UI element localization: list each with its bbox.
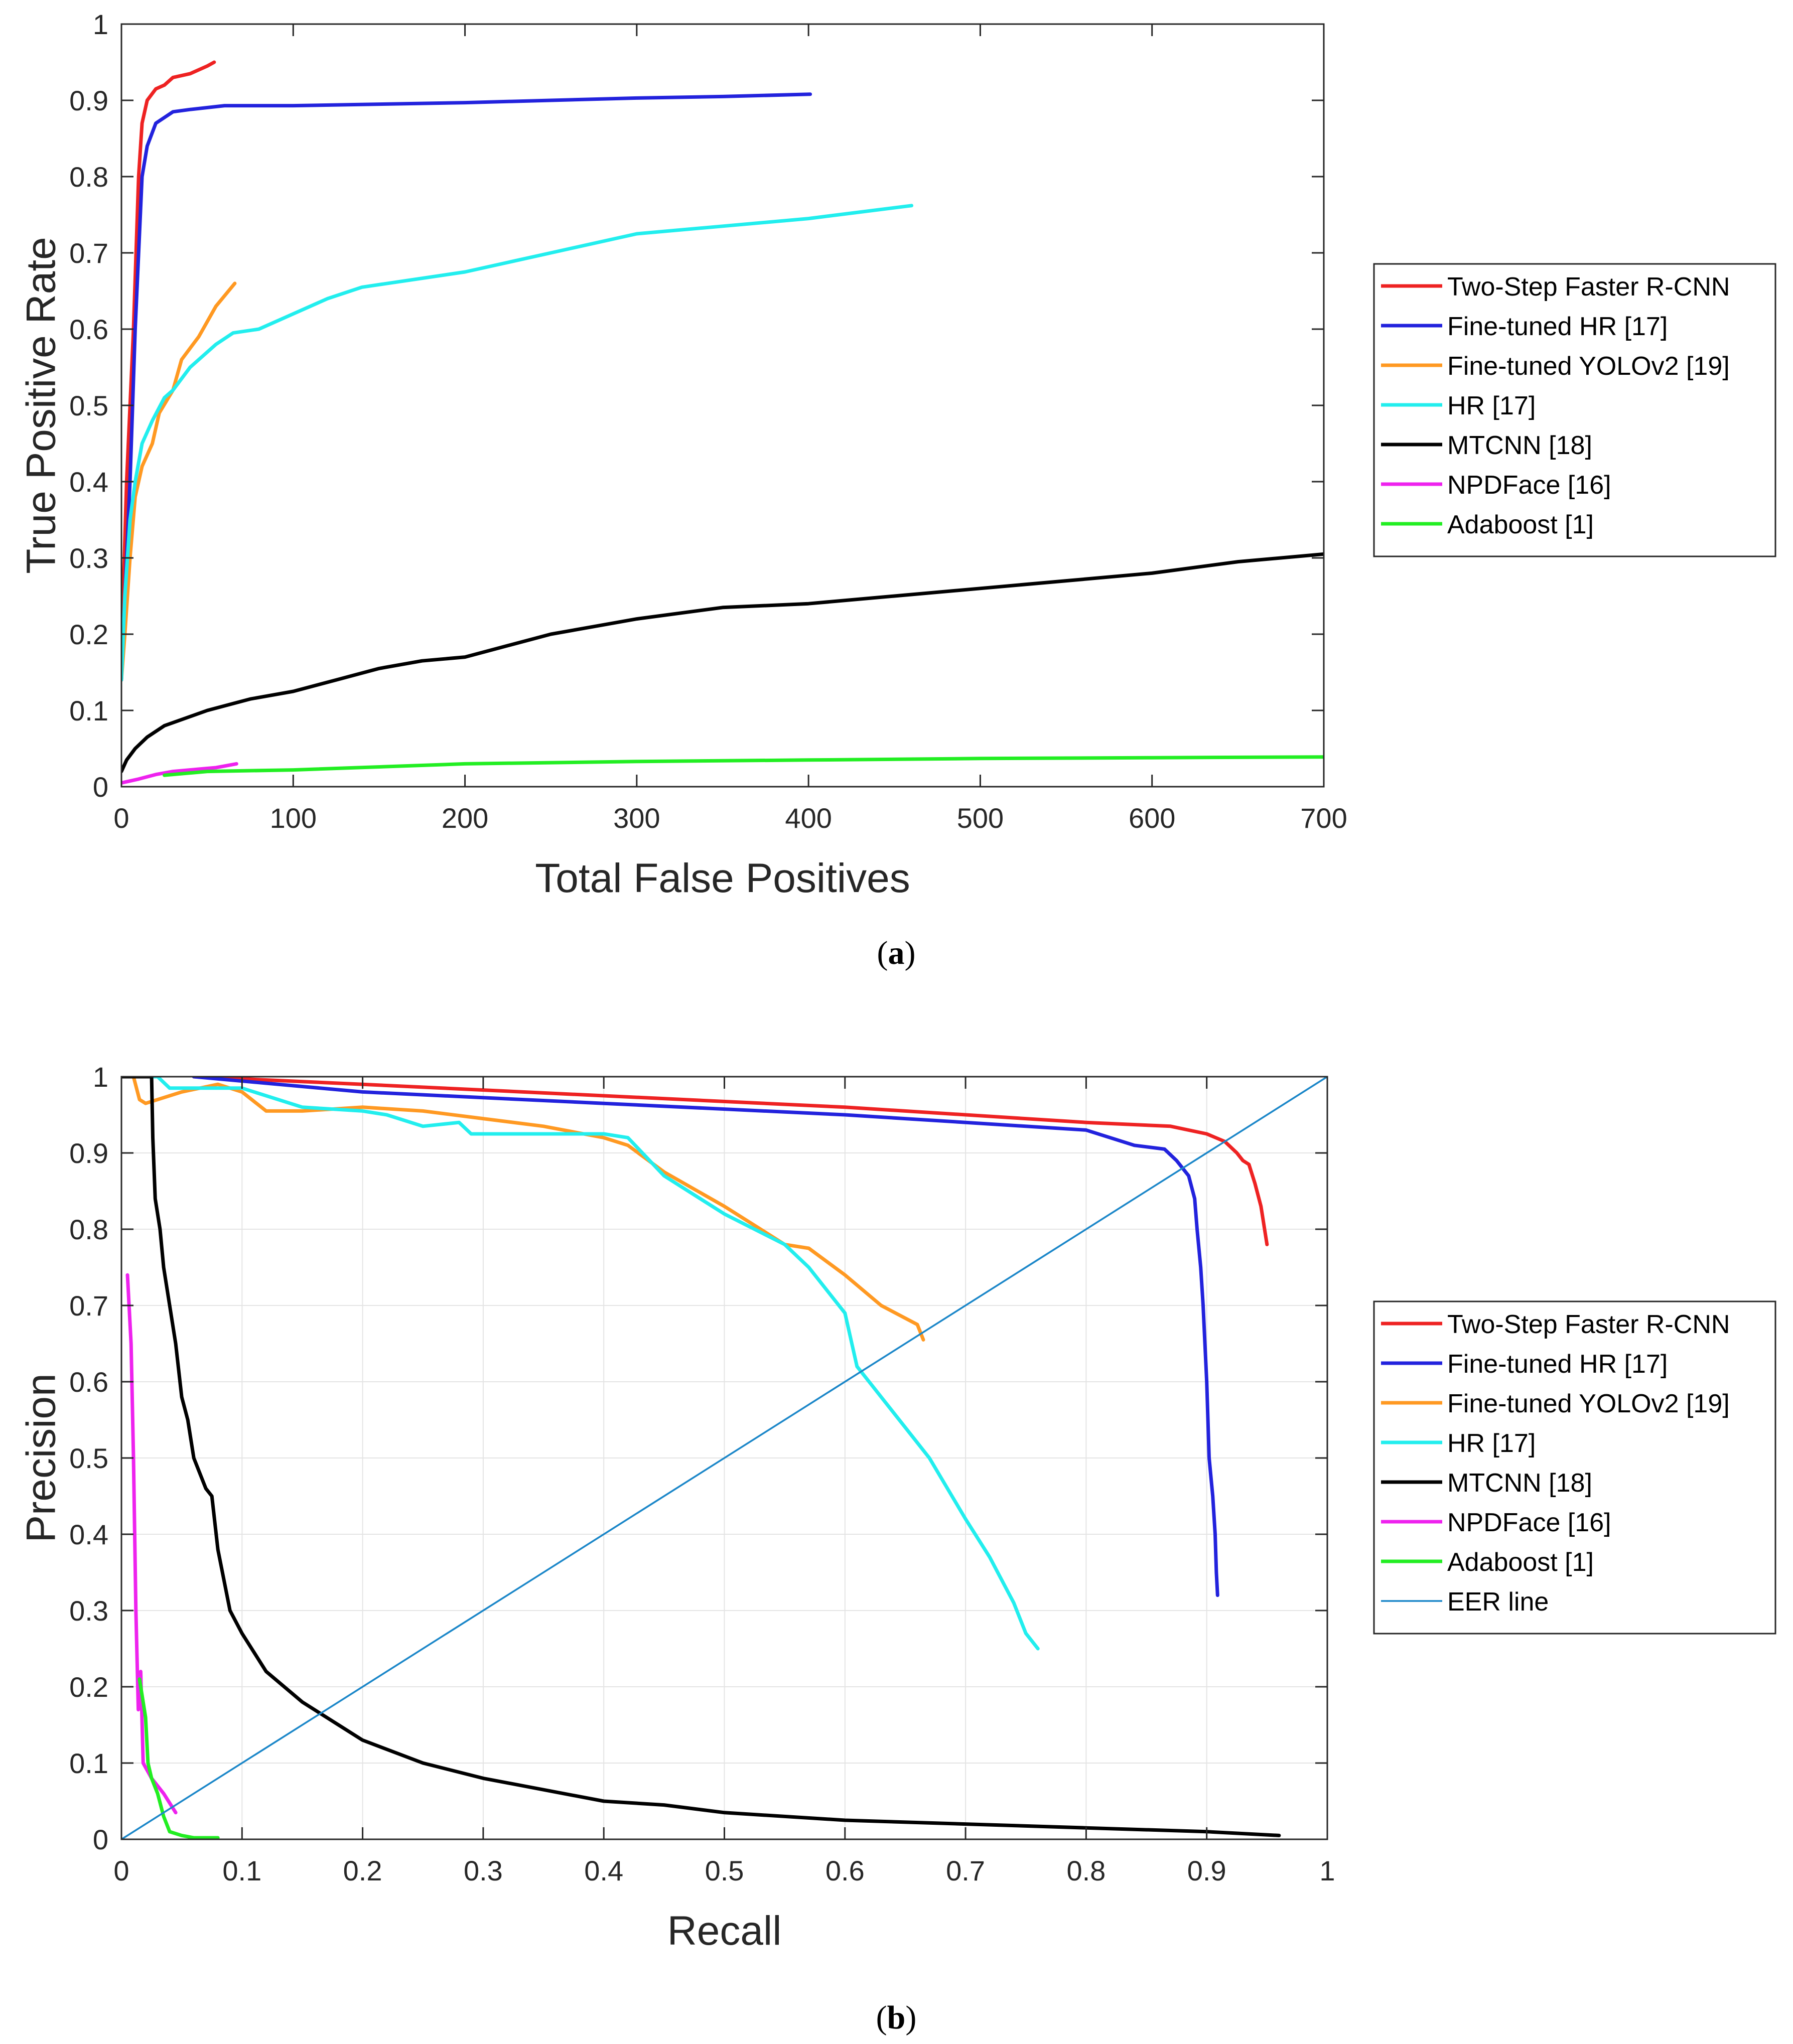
- chart-a-series-fine-tuned-yolov2-19: [121, 281, 237, 682]
- chart-b-ytick-label: 0.4: [69, 1519, 108, 1550]
- chart-a-legend-label: NPDFace [16]: [1447, 471, 1611, 500]
- chart-a-legend-label: Adaboost [1]: [1447, 510, 1594, 539]
- chart-b-plot-area: [121, 1077, 1327, 1839]
- chart-b-ytick-label: 0.9: [69, 1137, 108, 1169]
- chart-b-series-hr-17: [144, 1077, 1040, 1651]
- chart-b-series-eer-line: [121, 1077, 1327, 1839]
- caption-b: (b): [876, 1999, 917, 2036]
- chart-a-legend: Two-Step Faster R-CNN Fine-tuned HR [17] F…: [1373, 263, 1776, 557]
- chart-b-xtick-label: 0.4: [584, 1855, 623, 1886]
- chart-b-series-fine-tuned-yolov2-19: [131, 1077, 925, 1342]
- chart-a-xtick-label: 700: [1300, 802, 1347, 834]
- chart-b-series-mtcnn-18: [121, 1077, 1281, 1837]
- chart-a-ytick-label: 0.9: [69, 85, 108, 116]
- chart-a-series-hr-17: [121, 204, 913, 682]
- chart-b-series-npdface-16: [125, 1273, 178, 1815]
- chart-a-ytick-label: 0.3: [69, 542, 108, 574]
- chart-b: 0 0.1 0.2 0.3 0.4 0.5 0.6 0.7 0.8 0.9 1 0 0.1 0.2 0.3 0…: [19, 1061, 1776, 1954]
- chart-a-series-mtcnn-18: [121, 552, 1324, 774]
- chart-a-ytick-label: 0.6: [69, 314, 108, 345]
- chart-b-legend-label: EER line: [1447, 1587, 1549, 1617]
- chart-a-ytick-label: 0.7: [69, 237, 108, 269]
- chart-a-ytick-label: 0.4: [69, 466, 108, 498]
- chart-b-xlabel: Recall: [667, 1908, 782, 1954]
- chart-a-axes-box: [120, 23, 1325, 788]
- chart-b-legend-label: MTCNN [18]: [1447, 1469, 1592, 1498]
- chart-a-xlabel: Total False Positives: [535, 855, 910, 901]
- chart-b-xtick-label: 0.5: [705, 1855, 744, 1886]
- chart-a-xtick-label: 500: [957, 802, 1004, 834]
- chart-a-ytick-label: 0.5: [69, 390, 108, 421]
- chart-b-legend-label: NPDFace [16]: [1447, 1508, 1611, 1537]
- caption-a-letter: a: [888, 935, 905, 971]
- chart-a-ytick-label: 0: [93, 771, 108, 803]
- chart-b-series-fine-tuned-hr-17: [192, 1077, 1219, 1597]
- chart-a-series-two-step-faster-r-cnn: [121, 60, 216, 682]
- chart-b-ytick-label: 0.3: [69, 1595, 108, 1627]
- chart-b-xtick-label: 0.3: [464, 1855, 503, 1886]
- chart-a-plot-area: [121, 60, 1324, 785]
- chart-a-xtick-label: 0: [113, 802, 129, 834]
- chart-a: 0 100 200 300 400 500 600 700 0 0.1 0.2 0.3 0.4 0.5 0.…: [19, 9, 1776, 901]
- chart-b-ytick-label: 0.8: [69, 1214, 108, 1245]
- chart-b-xtick-label: 0.2: [343, 1855, 382, 1886]
- chart-b-ytick-label: 0.1: [69, 1747, 108, 1779]
- chart-a-xtick-label: 400: [785, 802, 832, 834]
- chart-a-legend-label: Fine-tuned YOLOv2 [19]: [1447, 352, 1730, 381]
- chart-b-series-adaboost-1: [137, 1677, 220, 1839]
- chart-b-series-two-step-faster-r-cnn: [192, 1077, 1269, 1246]
- chart-a-ytick-label: 1: [93, 9, 108, 40]
- chart-b-xtick-label: 0.1: [222, 1855, 261, 1886]
- chart-a-ylabel: True Positive Rate: [19, 237, 64, 573]
- chart-b-ytick-label: 0.5: [69, 1442, 108, 1474]
- chart-a-legend-label: Fine-tuned HR [17]: [1447, 312, 1668, 341]
- chart-b-ytick-label: 0.7: [69, 1290, 108, 1322]
- chart-b-legend-label: Fine-tuned HR [17]: [1447, 1350, 1668, 1379]
- chart-a-ytick-label: 0.2: [69, 619, 108, 650]
- chart-a-series-fine-tuned-hr-17: [121, 92, 812, 682]
- chart-b-legend: Two-Step Faster R-CNN Fine-tuned HR [17] F…: [1373, 1300, 1776, 1635]
- chart-a-legend-label: MTCNN [18]: [1447, 431, 1592, 460]
- chart-b-ytick-label: 0.2: [69, 1671, 108, 1703]
- chart-a-xtick-label: 300: [613, 802, 660, 834]
- chart-b-legend-label: Adaboost [1]: [1447, 1548, 1594, 1577]
- chart-b-legend-label: Fine-tuned YOLOv2 [19]: [1447, 1389, 1730, 1418]
- chart-a-xtick-label: 100: [270, 802, 317, 834]
- chart-b-ytick-label: 1: [93, 1061, 108, 1093]
- chart-b-xtick-label: 0.9: [1187, 1855, 1226, 1886]
- chart-b-ytick-label: 0: [93, 1824, 108, 1855]
- chart-a-ytick-label: 0.1: [69, 695, 108, 726]
- chart-b-legend-label: Two-Step Faster R-CNN: [1447, 1310, 1730, 1339]
- chart-b-xtick-label: 0.8: [1066, 1855, 1106, 1886]
- chart-b-ytick-label: 0.6: [69, 1366, 108, 1398]
- chart-a-ytick-label: 0.8: [69, 161, 108, 193]
- chart-a-legend-box: [1373, 263, 1776, 557]
- chart-b-legend-label: HR [17]: [1447, 1429, 1536, 1458]
- chart-b-ylabel: Precision: [19, 1373, 64, 1542]
- caption-a: (a): [877, 935, 916, 971]
- chart-b-xtick-label: 1: [1319, 1855, 1335, 1886]
- chart-b-xtick-label: 0.6: [825, 1855, 865, 1886]
- chart-a-xtick-label: 600: [1129, 802, 1175, 834]
- chart-a-legend-label: HR [17]: [1447, 391, 1536, 420]
- chart-a-series-adaboost-1: [163, 755, 1324, 777]
- caption-b-letter: b: [887, 1999, 906, 2036]
- chart-a-xtick-label: 200: [442, 802, 488, 834]
- chart-b-legend-box: [1373, 1300, 1776, 1635]
- chart-b-xtick-label: 0: [113, 1855, 129, 1886]
- chart-b-xtick-label: 0.7: [946, 1855, 985, 1886]
- chart-a-legend-label: Two-Step Faster R-CNN: [1447, 272, 1730, 302]
- chart-a-series-npdface-16: [121, 762, 238, 785]
